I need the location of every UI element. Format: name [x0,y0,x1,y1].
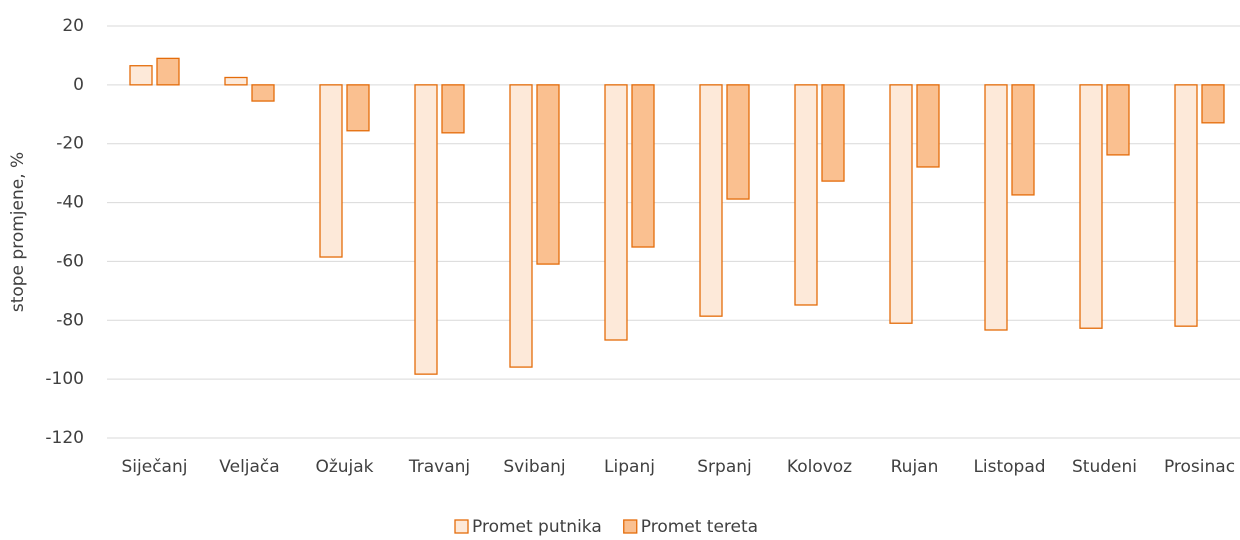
bar [536,84,560,265]
bar [224,76,248,86]
x-tick-label: Rujan [891,457,939,477]
bar [1106,84,1130,156]
legend-label: Promet putnika [472,517,602,537]
y-tick-label: 0 [73,75,84,95]
bar [916,84,940,168]
y-tick-label: 20 [62,16,84,36]
x-tick-label: Svibanj [503,457,565,477]
x-tick-label: Travanj [408,457,470,477]
x-tick-label: Veljača [219,457,279,477]
bar [726,84,750,200]
bar [509,84,533,368]
x-tick-label: Srpanj [697,457,752,477]
x-tick-label: Ožujak [315,457,373,477]
x-tick-label: Prosinac [1164,457,1235,477]
y-tick-label: -100 [45,369,84,389]
legend-swatch [454,519,469,534]
bar [1079,84,1103,329]
x-tick-label: Listopad [973,457,1045,477]
x-tick-label: Studeni [1072,457,1137,477]
bar [889,84,913,324]
bar [346,84,370,132]
y-tick-label: -40 [56,193,84,213]
bar [1011,84,1035,196]
x-tick-label: Lipanj [604,457,655,477]
bar [156,57,180,86]
bar [129,65,153,86]
y-axis-label: stope promjene, % [8,152,28,312]
bar [1201,84,1225,124]
bar [794,84,818,306]
bar [821,84,845,182]
bar [319,84,343,258]
bar [414,84,438,375]
legend-swatch [623,519,638,534]
bar [251,84,275,102]
y-tick-label: -80 [56,310,84,330]
y-tick-label: -60 [56,251,84,271]
bar [441,84,465,134]
legend-label: Promet tereta [641,517,758,537]
bar [699,84,723,317]
y-tick-label: -20 [56,134,84,154]
x-tick-label: Kolovoz [787,457,852,477]
bar [1174,84,1198,327]
bar [604,84,628,341]
bar [631,84,655,248]
x-tick-label: Siječanj [122,457,188,477]
y-tick-label: -120 [45,428,84,448]
bar [984,84,1008,331]
